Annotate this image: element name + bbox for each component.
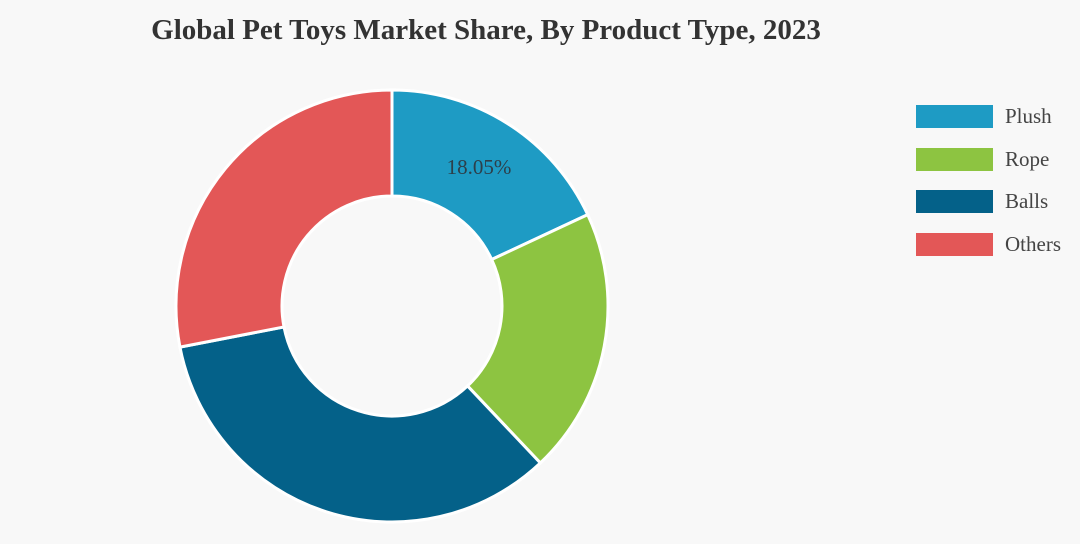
donut-slices: [174, 88, 610, 524]
donut-slice-plush[interactable]: [390, 88, 590, 262]
legend-label-others: Others: [1005, 231, 1061, 256]
legend-swatch-balls: [916, 190, 993, 213]
legend-label-rope: Rope: [1005, 146, 1050, 171]
legend-item-rope[interactable]: Rope: [916, 146, 1061, 171]
donut-slice-balls[interactable]: [178, 325, 543, 524]
legend-swatch-others: [916, 232, 993, 256]
chart-title: Global Pet Toys Market Share, By Product…: [151, 14, 821, 46]
legend-swatch-rope: [916, 147, 993, 171]
legend: Plush Rope Balls Others: [916, 105, 1061, 275]
legend-swatch-plush: [916, 105, 993, 128]
slice-label-plush: 18.05%: [447, 155, 512, 179]
donut-slice-rope[interactable]: [465, 212, 610, 466]
legend-item-others[interactable]: Others: [916, 231, 1061, 256]
legend-item-plush[interactable]: Plush: [916, 105, 1061, 128]
donut-slice-others[interactable]: [174, 88, 394, 349]
legend-label-balls: Balls: [1005, 189, 1049, 213]
legend-label-plush: Plush: [1005, 104, 1052, 128]
legend-item-balls[interactable]: Balls: [916, 190, 1061, 213]
